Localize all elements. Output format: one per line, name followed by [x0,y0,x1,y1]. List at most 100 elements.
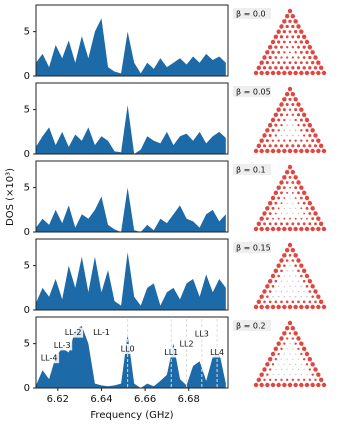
lattice-site [314,222,317,226]
lattice-site [289,275,291,277]
lattice-site [293,226,298,232]
lattice-site [270,70,276,76]
lattice-site [282,226,287,232]
lattice-site [277,139,280,142]
lattice-site [282,97,287,102]
lattice-site [299,185,304,190]
lattice-site [285,300,289,304]
lattice-site [294,108,298,112]
lattice-site [280,222,283,226]
lattice-site [296,24,301,29]
lattice-site [296,66,301,70]
lattice-site [297,56,300,59]
lattice-site [292,202,294,204]
lattice-site [293,304,298,310]
lattice-site [313,289,318,294]
lattice-site [280,368,283,371]
label-bg [52,340,73,351]
lattice-site [283,217,286,220]
lattice-site [297,269,300,273]
lattice-site [285,378,289,382]
lattice-site [270,117,276,123]
lattice-site [316,304,321,310]
x-tick-label: 6.66 [134,394,156,405]
label-bg [161,347,182,358]
lattice-site [321,70,327,76]
lattice-site [299,341,304,346]
lattice-site [259,294,264,299]
x-tick-label: 6.64 [90,394,112,405]
lattice-site [271,50,275,54]
lattice-site [302,378,306,382]
lattice-site [288,254,292,257]
lattice-site [310,304,315,310]
lattice-site [313,144,318,148]
level-label: LL3 [195,330,209,339]
lattice-site [293,70,298,76]
lattice-site [304,70,310,76]
lattice-site [302,201,306,205]
lattice-site [293,97,298,102]
lattice-site [273,268,279,274]
lattice-site [316,148,321,154]
lattice-site [316,216,321,221]
lattice-site [295,207,297,209]
lattice-site [277,129,280,132]
lattice-site [299,40,303,44]
label-bg [117,343,138,354]
lattice-site [300,285,303,288]
lattice-site [314,300,317,304]
lattice-site [265,148,270,154]
lattice-site [301,190,307,196]
label-bg [207,347,228,358]
lattice-site [268,300,272,304]
axes-frame [35,238,229,311]
lattice-site [282,382,287,388]
lattice-site [292,368,294,371]
lattice-site [304,304,310,310]
lattice-site [297,300,300,304]
lattice-site [300,274,303,278]
lattice-site [286,202,288,204]
lattice-site [285,35,289,39]
label-bg [191,329,212,340]
lattice-site [283,118,286,122]
lattice-site [287,86,293,92]
lattice-site [308,378,312,382]
lattice-site [289,285,291,287]
lattice-site [308,290,312,293]
lattice-site [256,299,262,305]
lattice-site [289,363,291,365]
lattice-site [310,50,315,55]
lattice-site [306,295,308,298]
lattice-site [265,206,270,211]
lattice [253,164,327,232]
lattice-site [268,290,272,293]
lattice-site [259,148,264,154]
lattice-site [289,264,291,267]
lattice-site [305,139,309,142]
lattice-site [279,66,284,70]
lattice-site [310,382,315,388]
lattice-site [262,144,267,148]
lattice-site [304,273,310,279]
lattice-site [276,341,281,346]
level-label: LL1 [164,348,178,357]
lattice-site [299,263,304,268]
lattice-site [289,207,291,209]
lattice-site [287,226,293,232]
x-tick-label: 6.68 [178,394,200,405]
lattice-site [283,295,286,298]
lattice-site [313,367,318,372]
lattice-site [265,226,270,232]
lattice-site [276,226,281,232]
lattice-site [268,133,272,138]
beta-bg [233,320,271,331]
lattice-site [313,133,318,138]
lattice-site [294,186,298,190]
lattice-site [288,19,292,23]
lattice-site [304,351,310,357]
lattice-site [293,19,298,24]
lattice-site [292,212,294,215]
lattice-site [305,206,309,210]
